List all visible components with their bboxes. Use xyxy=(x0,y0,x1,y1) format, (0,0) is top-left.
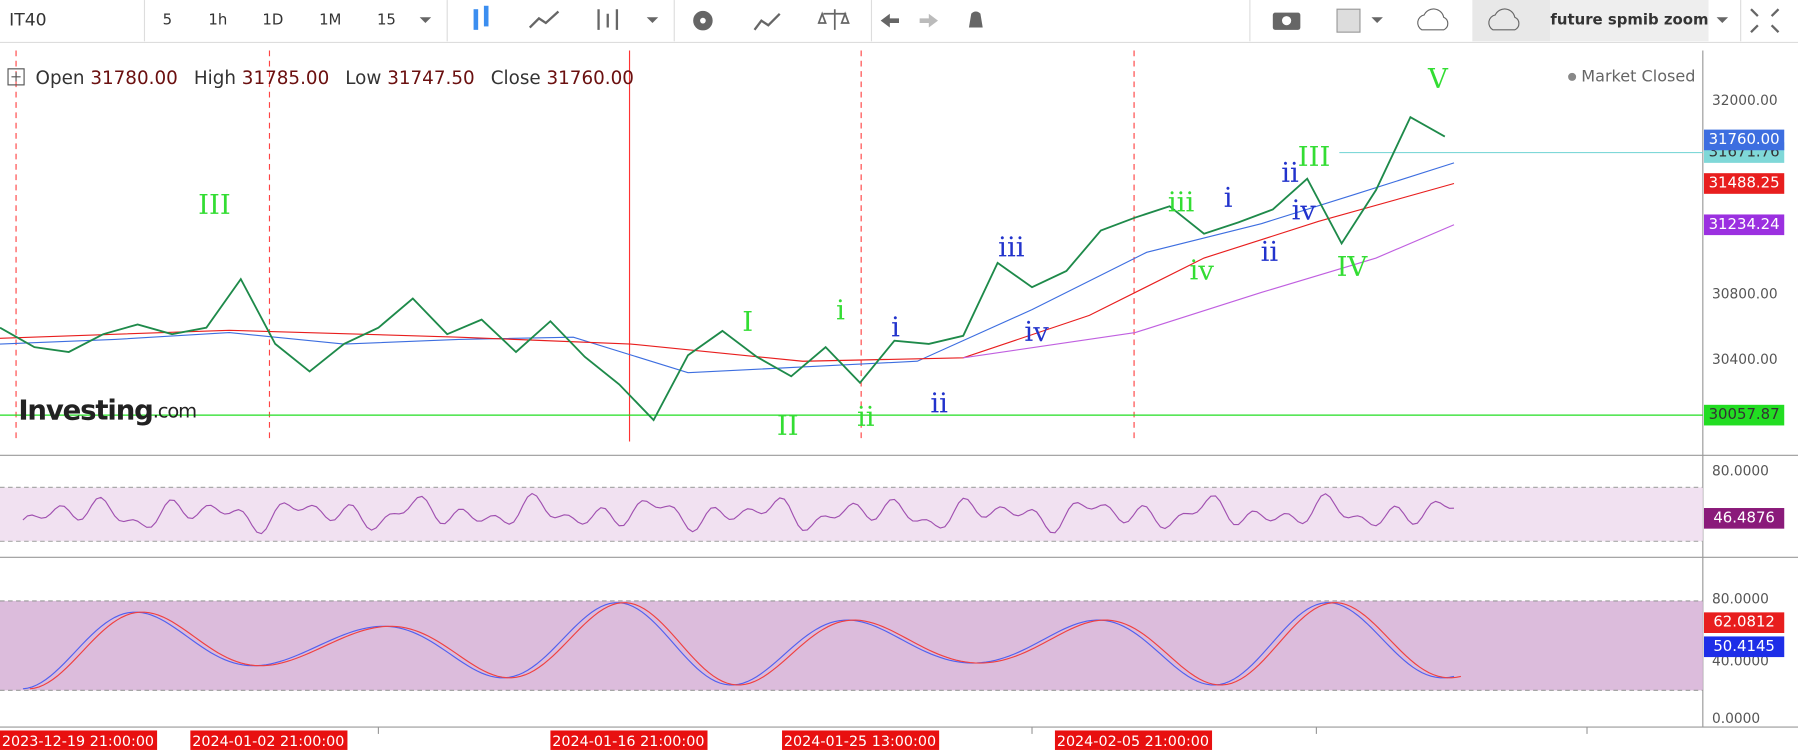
wave-label: iii xyxy=(1168,187,1195,219)
time-label: 2024-02-05 21:00:00 xyxy=(1057,734,1209,750)
interval-button[interactable]: 5 xyxy=(163,11,172,29)
stoch-tick: 40.0000 xyxy=(1712,654,1769,670)
ohlc-item: High 31785.00 xyxy=(194,68,329,89)
collapse-icon-cross xyxy=(11,72,21,82)
collapse-icon[interactable] xyxy=(7,68,25,86)
wave-label: iii xyxy=(998,231,1025,263)
rsi-marker: 46.4876 xyxy=(1713,508,1775,526)
price-tick: 30800.00 xyxy=(1712,287,1778,303)
price-tick: 30400.00 xyxy=(1712,352,1778,368)
market-status: Market Closed xyxy=(1581,66,1695,85)
price-marker-box xyxy=(1703,214,1785,236)
wave-label: i xyxy=(891,312,900,344)
price-line xyxy=(0,115,1446,422)
ohlc-label: Open xyxy=(36,68,85,89)
interval-button[interactable]: 15 xyxy=(377,11,396,29)
watermark-suffix: .com xyxy=(153,399,196,422)
search-text[interactable]: future spmib zoom xyxy=(1550,11,1708,29)
wave-label: III xyxy=(198,189,231,221)
wave-label: iv xyxy=(1190,254,1215,286)
stoch-tick: 0.0000 xyxy=(1712,711,1760,727)
wave-label: ii xyxy=(857,401,875,433)
stoch-d xyxy=(29,602,1461,690)
stoch-marker-box xyxy=(1703,612,1785,634)
toolbar-icons[interactable] xyxy=(419,5,1780,33)
interval-button[interactable]: 1D xyxy=(262,11,283,29)
ohlc-item: Close 31760.00 xyxy=(491,68,634,89)
ma-fast xyxy=(0,162,1455,374)
search-box[interactable] xyxy=(1550,0,1709,42)
wave-label: i xyxy=(836,294,845,326)
price-marker: 31234.24 xyxy=(1709,215,1780,233)
rsi-tick: 80.0000 xyxy=(1712,463,1769,479)
price-tick: 32000.00 xyxy=(1712,93,1778,109)
price-marker-box xyxy=(1703,129,1785,151)
ohlc-value: 31760.00 xyxy=(546,68,633,89)
wave-label: V xyxy=(1427,63,1449,95)
time-label: 2023-12-19 21:00:00 xyxy=(2,734,154,750)
wave-label: I xyxy=(742,306,753,338)
ma-mid xyxy=(0,182,1455,362)
ohlc-label: Low xyxy=(345,68,381,89)
ohlc-value: 31780.00 xyxy=(90,68,177,89)
time-label: 2024-01-16 21:00:00 xyxy=(552,734,704,750)
stoch-tick: 80.0000 xyxy=(1712,592,1769,608)
interval-button[interactable]: 1M xyxy=(319,11,341,29)
time-label-box xyxy=(1054,730,1213,750)
wave-label: ii xyxy=(930,387,948,419)
wave-label: ii xyxy=(1261,236,1279,268)
stoch-marker: 50.4145 xyxy=(1713,637,1775,655)
stoch-marker: 62.0812 xyxy=(1713,613,1775,631)
ohlc-item: Low 31747.50 xyxy=(345,68,474,89)
price-marker: 31488.25 xyxy=(1709,174,1780,192)
wave-label: III xyxy=(1298,141,1331,173)
time-label-box xyxy=(190,730,348,750)
status-dot xyxy=(1568,72,1577,81)
rsi-line xyxy=(22,492,1455,535)
ohlc-label: High xyxy=(194,68,236,89)
wave-label: i xyxy=(1224,182,1233,214)
watermark-brand: Investing xyxy=(18,395,152,427)
time-label-box xyxy=(0,730,158,750)
rsi-band xyxy=(0,487,1703,542)
rsi-marker-box xyxy=(1703,508,1785,529)
toolbar-dividers xyxy=(143,0,1742,42)
upload-button[interactable] xyxy=(1472,0,1551,42)
interval-button[interactable]: 1h xyxy=(208,11,227,29)
price-marker: 31760.00 xyxy=(1709,130,1780,148)
time-label: 2024-01-25 13:00:00 xyxy=(784,734,936,750)
price-marker: 30057.87 xyxy=(1709,405,1780,423)
wave-label: ii xyxy=(1281,157,1299,189)
time-label-box xyxy=(550,730,708,750)
price-marker-box xyxy=(1703,404,1785,426)
ohlc-value: 31785.00 xyxy=(242,68,329,89)
stoch-band xyxy=(0,600,1703,691)
ohlc-item: Open 31780.00 xyxy=(36,68,178,89)
ma-slow xyxy=(963,224,1455,359)
price-marker-box xyxy=(1703,173,1785,194)
wave-label: II xyxy=(777,410,799,442)
session-lines xyxy=(15,50,1135,442)
ohlc-label: Close xyxy=(491,68,541,89)
wave-label: iv xyxy=(1292,195,1317,227)
wave-label: IV xyxy=(1337,251,1369,283)
symbol[interactable]: IT40 xyxy=(9,11,46,31)
stoch-marker-box xyxy=(1703,636,1785,658)
ohlc-value: 31747.50 xyxy=(387,68,474,89)
time-label-box xyxy=(782,730,940,750)
watermark: Investing.com xyxy=(18,395,196,427)
wave-label: iv xyxy=(1024,316,1049,348)
time-label: 2024-01-02 21:00:00 xyxy=(192,734,344,750)
